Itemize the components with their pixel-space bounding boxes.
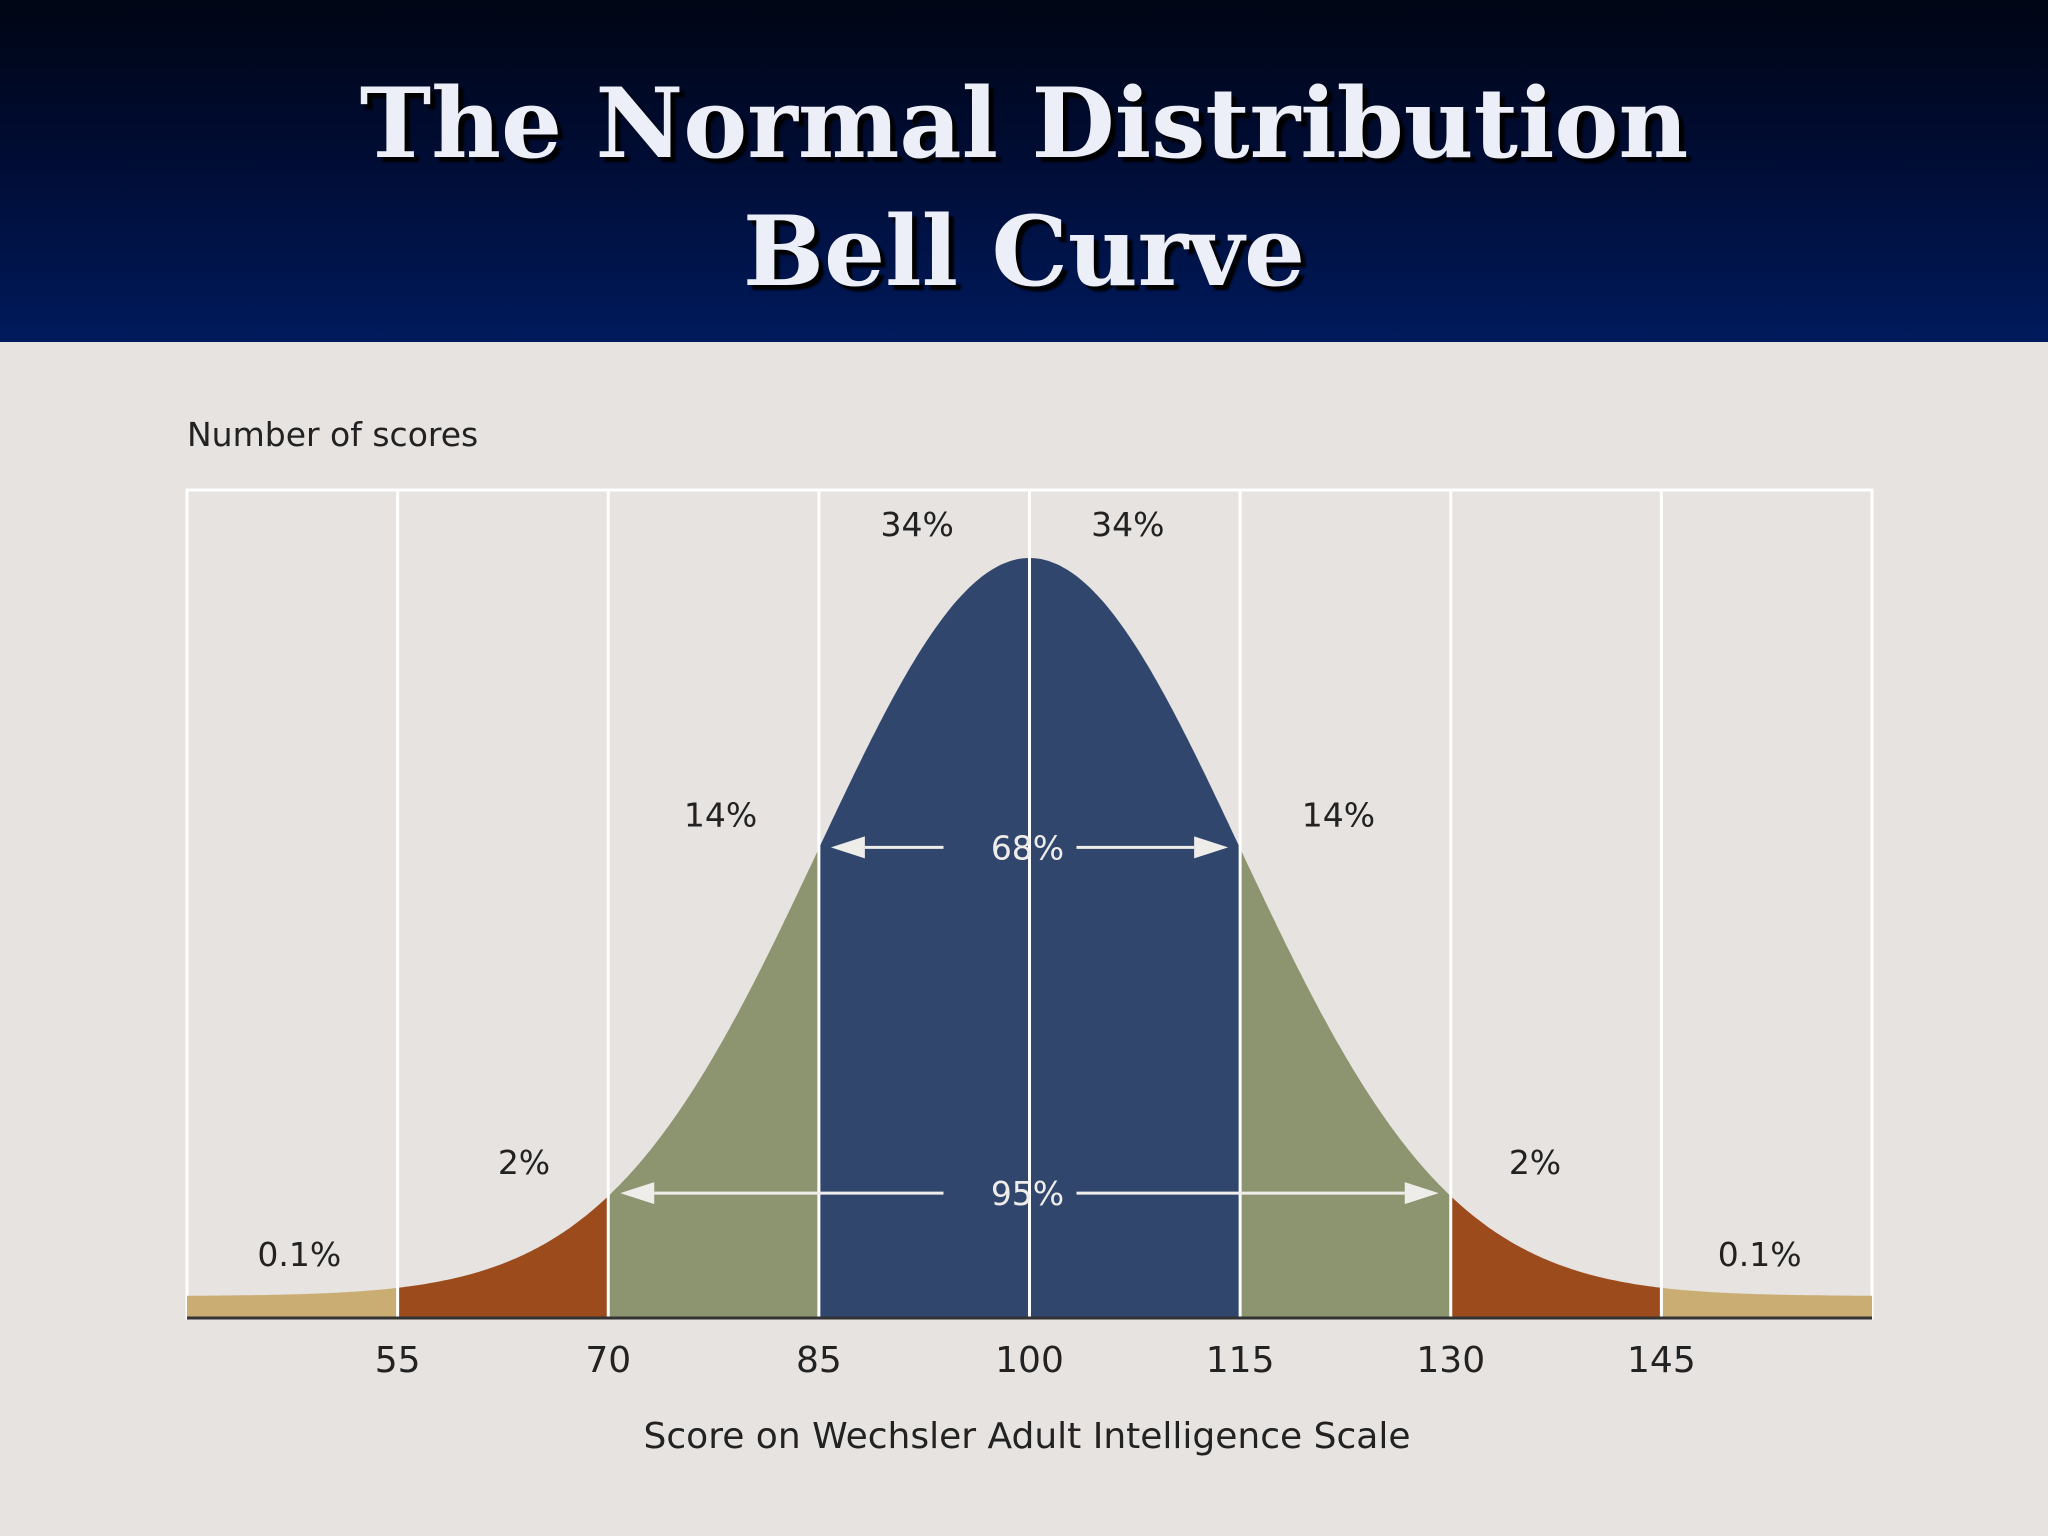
x-tick-label-115: 115	[1206, 1340, 1275, 1381]
range-arrowhead-right-0	[1194, 836, 1229, 859]
range-arrowhead-left-1	[620, 1182, 655, 1205]
x-tick-label-145: 145	[1627, 1340, 1696, 1381]
slide-title-line-1: The Normal Distribution	[359, 67, 1689, 180]
band-area-6	[1450, 1196, 1662, 1318]
title-banner	[0, 0, 2048, 342]
range-arrowhead-left-0	[830, 836, 865, 859]
band-label-6: 2%	[1509, 1143, 1561, 1182]
band-label-7: 0.1%	[1718, 1235, 1802, 1274]
band-area-7	[1661, 1287, 1872, 1318]
range-label-0: 68%	[991, 828, 1064, 867]
x-axis-label: Score on Wechsler Adult Intelligence Sca…	[644, 1416, 1411, 1457]
x-tick-label-85: 85	[796, 1340, 842, 1381]
y-axis-label: Number of scores	[187, 415, 478, 454]
band-area-0	[187, 1287, 398, 1318]
band-label-1: 2%	[498, 1143, 550, 1182]
slide-title-line-2: Bell Curve	[742, 195, 1306, 308]
x-tick-label-130: 130	[1416, 1340, 1485, 1381]
range-label-1: 95%	[991, 1174, 1064, 1213]
x-tick-label-55: 55	[375, 1340, 421, 1381]
band-area-2	[608, 848, 819, 1318]
band-area-3	[818, 558, 1030, 1318]
x-tick-label-100: 100	[995, 1340, 1064, 1381]
x-tick-label-70: 70	[585, 1340, 631, 1381]
range-arrowhead-right-1	[1404, 1182, 1439, 1205]
band-area-4	[1029, 558, 1241, 1318]
band-label-0: 0.1%	[257, 1235, 341, 1274]
band-label-2: 14%	[684, 795, 757, 834]
band-area-5	[1240, 848, 1451, 1318]
band-label-4: 34%	[1091, 505, 1164, 544]
band-label-3: 34%	[880, 505, 953, 544]
band-area-1	[397, 1196, 609, 1318]
band-label-5: 14%	[1302, 795, 1375, 834]
